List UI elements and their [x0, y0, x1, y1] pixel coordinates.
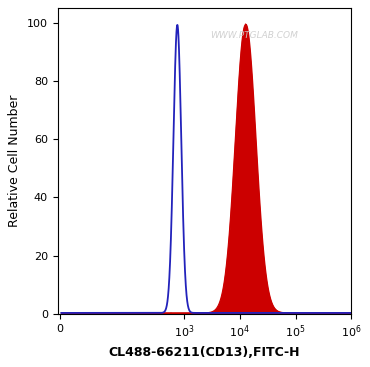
Text: WWW.PTGLAB.COM: WWW.PTGLAB.COM — [211, 31, 298, 40]
Y-axis label: Relative Cell Number: Relative Cell Number — [9, 95, 21, 227]
X-axis label: CL488-66211(CD13),FITC-H: CL488-66211(CD13),FITC-H — [109, 346, 300, 359]
